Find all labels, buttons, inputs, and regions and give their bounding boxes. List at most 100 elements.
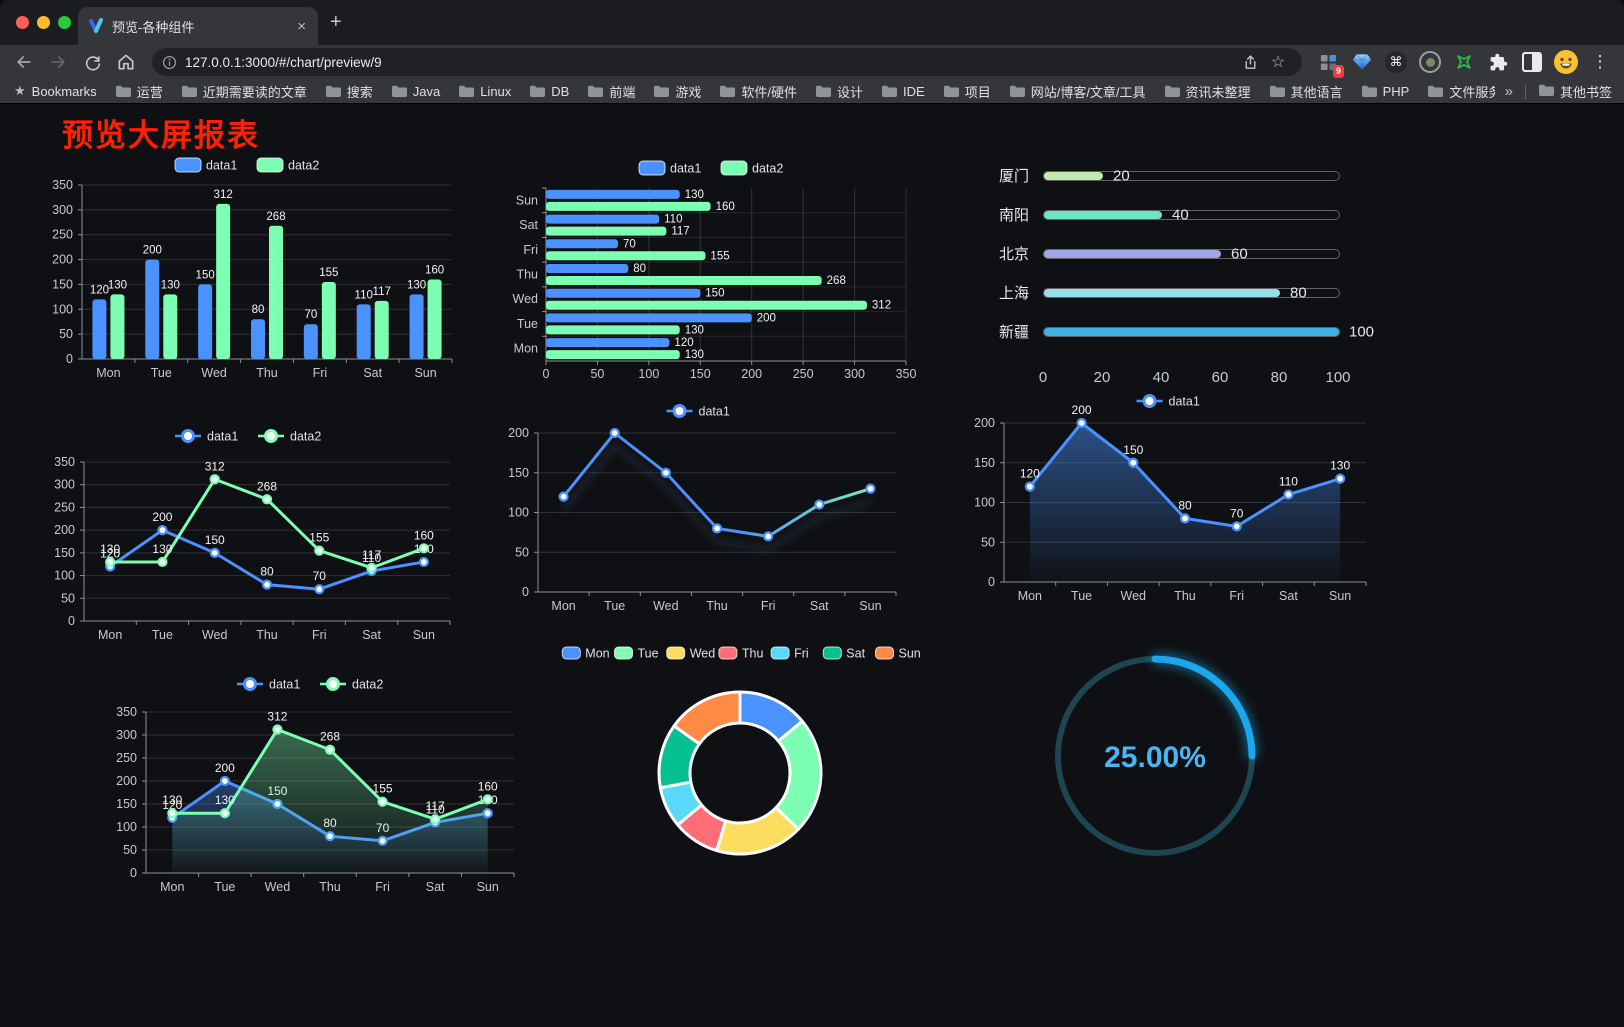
bookmark-folder-label: 运营	[136, 84, 163, 100]
back-button[interactable]	[10, 48, 38, 76]
svg-text:155: 155	[309, 531, 329, 545]
svg-text:50: 50	[59, 327, 73, 341]
area-line-chart[interactable]: data1 0 50 100 150 200 Mon Tue Wed Thu Fri Sat Sun 12…	[958, 387, 1382, 612]
progress-value: 40	[1172, 206, 1189, 223]
bookmark-folder-item[interactable]: 近期需要读的文章	[181, 82, 307, 101]
bookmark-star-icon[interactable]: ☆	[1270, 54, 1286, 71]
axis-tick-label: 80	[1270, 369, 1288, 386]
bookmark-folder-item[interactable]: 资讯未整理	[1164, 82, 1251, 101]
recorder-extension-icon[interactable]	[1416, 48, 1444, 76]
home-button[interactable]	[112, 48, 140, 76]
progress-row[interactable]: 南阳 40	[985, 195, 1390, 234]
svg-text:200: 200	[116, 774, 137, 788]
two-series-area-chart[interactable]: data1 data2 0 50 100 150 200 250 300 350 Mon Tue Wed…	[98, 670, 526, 915]
svg-text:Sun: Sun	[1329, 589, 1351, 603]
bookmark-folder-list: 运营 近期需要读的文章 搜索 Java Linux DB 前端 游戏 软件/硬件 设计 IDE 项目 网…	[115, 82, 1495, 101]
svg-text:Fri: Fri	[761, 599, 776, 613]
svg-text:Sat: Sat	[426, 880, 445, 894]
gem-extension-icon[interactable]	[1348, 48, 1376, 76]
bookmark-folder-item[interactable]: 运营	[115, 82, 163, 101]
minimize-window-button[interactable]	[37, 16, 50, 29]
svg-text:268: 268	[266, 211, 285, 223]
svg-text:100: 100	[508, 506, 529, 520]
svg-text:130: 130	[685, 189, 704, 201]
svg-text:130: 130	[152, 542, 172, 556]
svg-text:0: 0	[988, 575, 995, 589]
svg-text:Mon: Mon	[1018, 589, 1042, 603]
bookmark-folder-item[interactable]: 文件服务器	[1427, 82, 1495, 101]
svg-text:155: 155	[710, 250, 729, 262]
bookmark-folder-item[interactable]: 设计	[815, 82, 863, 101]
progress-label: 上海	[998, 285, 1029, 302]
bookmarks-overflow-chevron[interactable]: »	[1504, 82, 1513, 100]
extensions-puzzle-icon[interactable]	[1484, 48, 1512, 76]
progress-row[interactable]: 新疆 100	[985, 312, 1390, 351]
bookmark-folder-item[interactable]: 网站/博客/文章/工具	[1009, 82, 1146, 101]
svg-text:155: 155	[373, 782, 393, 796]
bookmark-folder-item[interactable]: Java	[391, 84, 440, 99]
progress-row[interactable]: 厦门 20	[985, 156, 1390, 195]
svg-text:312: 312	[872, 300, 891, 312]
bookmark-folder-item[interactable]: Linux	[458, 84, 511, 99]
svg-text:150: 150	[196, 269, 215, 281]
bookmark-folder-item[interactable]: 项目	[943, 82, 991, 101]
share-icon[interactable]	[1236, 48, 1264, 76]
other-bookmarks-item[interactable]: 其他书签	[1538, 82, 1612, 101]
bookmark-folder-item[interactable]: DB	[529, 84, 569, 99]
side-panel-icon[interactable]	[1518, 48, 1546, 76]
reload-button[interactable]	[78, 48, 106, 76]
two-series-line-chart[interactable]: data1 data2 0 50 100 150 200 250 300 350 Mon Tue Wed…	[38, 422, 462, 657]
bookmark-folder-item[interactable]: 搜索	[325, 82, 373, 101]
svg-text:250: 250	[54, 500, 75, 514]
city-progress-bars-chart[interactable]: 厦门 20 南阳 40 北京 60 上海 80 新疆 100 0 20 40 60 80 100	[985, 156, 1390, 406]
tab-manager-extension-icon[interactable]: 9	[1314, 48, 1344, 78]
fullscreen-window-button[interactable]	[58, 16, 71, 29]
bookmark-folder-item[interactable]: 游戏	[653, 82, 701, 101]
svg-text:300: 300	[844, 367, 865, 381]
bookmark-folder-item[interactable]: 软件/硬件	[719, 82, 797, 101]
tab-close-icon[interactable]: ×	[297, 17, 306, 35]
progress-row[interactable]: 北京 60	[985, 234, 1390, 273]
site-info-icon[interactable]	[162, 55, 177, 70]
svg-text:117: 117	[426, 799, 445, 813]
command-extension-icon[interactable]: ⌘	[1382, 48, 1410, 76]
close-window-button[interactable]	[16, 16, 29, 29]
horizontal-bar-chart[interactable]: data1 data2 0 50 100 150 200 250 300 350 Sun Sat Fri…	[504, 154, 922, 389]
url-bar[interactable]: 127.0.0.1:3000/#/chart/preview/9 ☆	[152, 48, 1302, 76]
svg-text:Thu: Thu	[516, 268, 538, 282]
progress-label: 北京	[998, 246, 1029, 263]
axis-tick-label: 0	[1038, 369, 1048, 386]
browser-menu-icon[interactable]: ⋮	[1591, 52, 1609, 71]
bookmark-folder-item[interactable]: IDE	[881, 84, 925, 99]
progress-track: 40	[1043, 206, 1340, 223]
profile-avatar[interactable]	[1552, 48, 1580, 76]
new-tab-button[interactable]: +	[330, 11, 342, 33]
url-text[interactable]: 127.0.0.1:3000/#/chart/preview/9	[185, 54, 382, 70]
svg-text:80: 80	[633, 263, 646, 275]
progress-value: 20	[1113, 167, 1130, 184]
bookmarks-label: Bookmarks	[31, 83, 97, 99]
bookmark-folder-label: IDE	[903, 83, 925, 99]
bookmark-folder-item[interactable]: 前端	[587, 82, 635, 101]
browser-tab[interactable]: 预览-各种组件 ×	[78, 7, 318, 45]
donut-pie-chart[interactable]: Mon Tue Wed Thu Fri Sat Sun	[545, 637, 935, 877]
svg-text:100: 100	[116, 820, 137, 834]
green-star-extension-icon[interactable]	[1450, 48, 1478, 76]
forward-button[interactable]	[44, 48, 72, 76]
svg-text:50: 50	[515, 545, 529, 559]
progress-track: 80	[1043, 284, 1340, 301]
grouped-bar-chart[interactable]: data1 data2 0 50 100 150 200 250 300 350 Mon Tue Wed…	[38, 151, 460, 391]
svg-text:130: 130	[685, 324, 704, 336]
svg-text:data2: data2	[290, 430, 321, 444]
bookmarks-root-item[interactable]: ★ Bookmarks	[14, 83, 97, 99]
bookmark-folder-label: 文件服务器	[1449, 84, 1494, 100]
bookmarks-right-group: » 其他书签	[1505, 82, 1612, 101]
bookmark-folder-item[interactable]: PHP	[1361, 83, 1410, 99]
gradient-line-chart[interactable]: data1 0 50 100 150 200 Mon Tue Wed Thu Fri Sat Sun	[488, 397, 912, 622]
bookmark-folder-item[interactable]: 其他语言	[1269, 82, 1343, 101]
progress-row[interactable]: 上海 80	[985, 273, 1390, 312]
svg-text:70: 70	[304, 309, 317, 321]
bookmark-folder-label: PHP	[1382, 83, 1410, 99]
gauge-progress-chart[interactable]: 25.00%	[1040, 644, 1280, 879]
svg-text:300: 300	[52, 203, 73, 217]
